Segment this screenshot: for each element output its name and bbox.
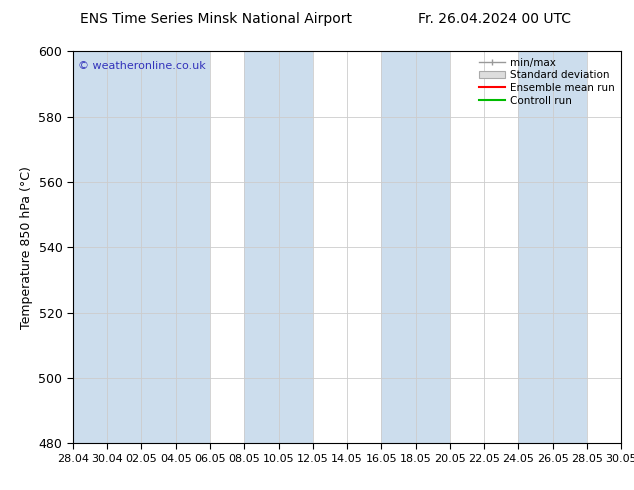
Bar (519, 51, 587, 443)
Text: © weatheronline.co.uk: © weatheronline.co.uk (79, 61, 206, 71)
Legend: min/max, Standard deviation, Ensemble mean run, Controll run: min/max, Standard deviation, Ensemble me… (475, 53, 619, 110)
Bar (73, 51, 141, 443)
Bar (141, 51, 210, 443)
Bar (382, 51, 450, 443)
Text: Fr. 26.04.2024 00 UTC: Fr. 26.04.2024 00 UTC (418, 12, 571, 26)
Y-axis label: Temperature 850 hPa (°C): Temperature 850 hPa (°C) (20, 166, 33, 329)
Text: ENS Time Series Minsk National Airport: ENS Time Series Minsk National Airport (79, 12, 352, 26)
Bar (244, 51, 313, 443)
